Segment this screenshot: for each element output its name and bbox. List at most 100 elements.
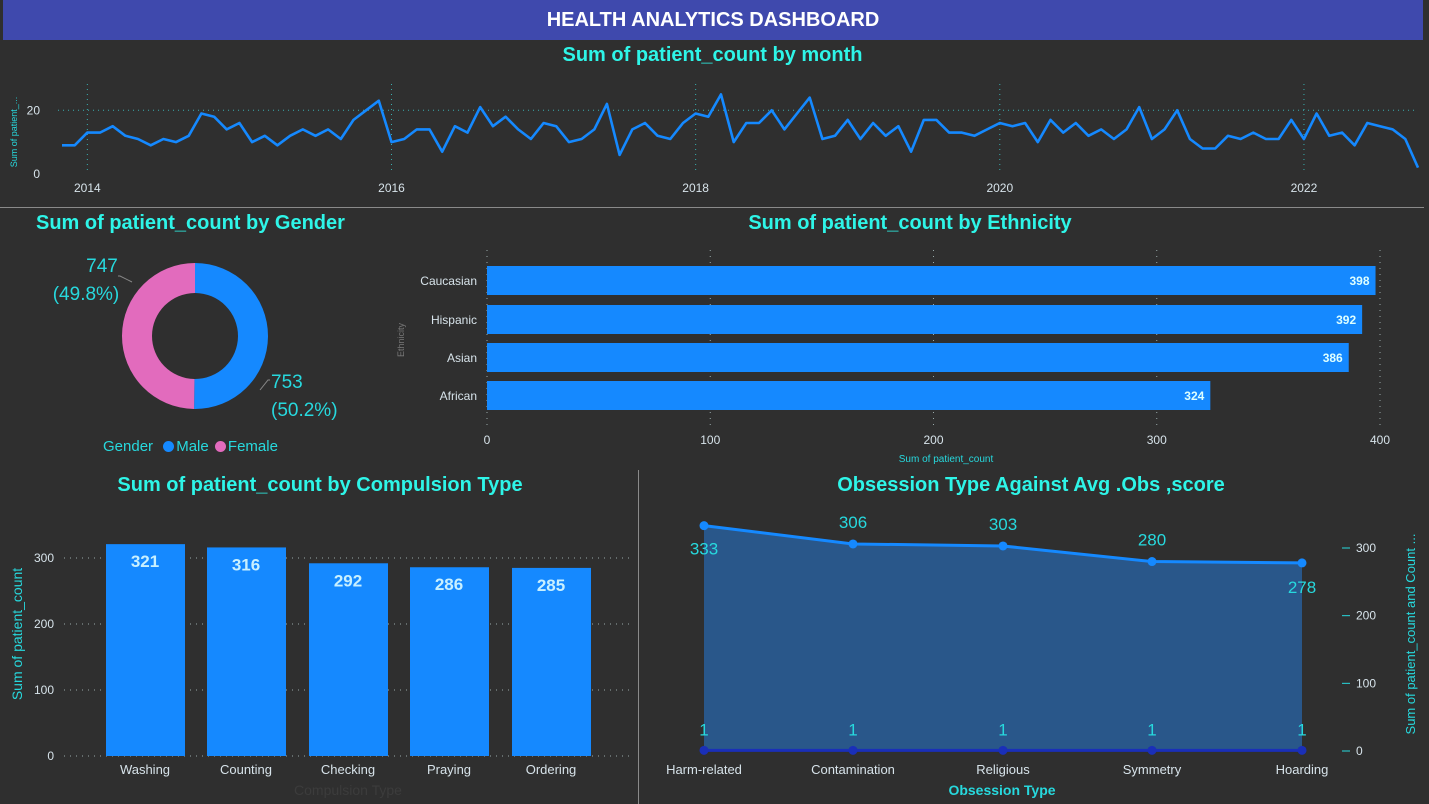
bar-value-label: 324	[1184, 389, 1204, 403]
gender-donut-chart[interactable]: 747 (49.8%) 753 (50.2%)	[40, 240, 380, 440]
male-slice	[194, 263, 268, 409]
ethnicity-bar	[487, 266, 1376, 295]
gender-legend: Gender Male Female	[103, 438, 278, 455]
male-legend-icon	[163, 441, 175, 452]
y-tick-label: 200	[1356, 609, 1376, 623]
primary-value-label: 303	[989, 515, 1017, 534]
x-tick-label: 2014	[74, 181, 101, 195]
y-tick-label: 20	[27, 103, 41, 117]
primary-area-fill	[704, 525, 1302, 751]
secondary-data-point	[1147, 745, 1157, 755]
x-axis-label: Obsession Type	[948, 782, 1055, 798]
category-label: Harm-related	[666, 762, 742, 777]
primary-data-point	[848, 539, 858, 549]
bar-value-label: 321	[131, 552, 159, 571]
primary-data-point	[998, 541, 1008, 551]
primary-data-point	[1297, 558, 1307, 568]
primary-value-label: 306	[839, 513, 867, 532]
secondary-value-label: 1	[998, 720, 1007, 739]
female-percent-label: (49.8%)	[53, 284, 120, 305]
compulsion-bar	[410, 567, 489, 756]
x-tick-label: 2022	[1291, 181, 1318, 195]
bar-value-label: 316	[232, 555, 260, 574]
secondary-data-point	[998, 745, 1008, 755]
category-label: Caucasian	[420, 274, 477, 288]
female-legend-icon	[214, 441, 226, 452]
compulsion-bar	[106, 544, 185, 756]
secondary-data-point	[848, 745, 858, 755]
y-tick-label: 300	[1356, 541, 1376, 555]
ethnicity-chart-title: Sum of patient_count by Ethnicity	[748, 212, 1072, 234]
secondary-value-label: 1	[699, 720, 708, 739]
male-percent-label: (50.2%)	[271, 400, 338, 421]
category-label: Checking	[321, 762, 375, 777]
dashboard-title: HEALTH ANALYTICS DASHBOARD	[3, 0, 1423, 40]
y-tick-label: 200	[34, 617, 54, 631]
x-tick-label: 200	[923, 433, 943, 447]
female-value-label: 747	[86, 256, 118, 277]
x-tick-label: 2020	[986, 181, 1013, 195]
x-tick-label: 2016	[378, 181, 405, 195]
y-axis-label: Sum of patient_count and Count ...	[1403, 534, 1418, 735]
category-label: Contamination	[811, 762, 895, 777]
x-tick-label: 2018	[682, 181, 709, 195]
primary-data-point	[699, 521, 709, 531]
secondary-data-point	[1297, 745, 1307, 755]
x-tick-label: 100	[700, 433, 720, 447]
y-axis-label: Ethnicity	[396, 322, 406, 357]
patient-count-line	[62, 93, 1420, 169]
primary-data-point	[1147, 557, 1157, 567]
primary-value-label: 280	[1138, 531, 1166, 550]
female-legend-label[interactable]: Female	[227, 438, 278, 455]
secondary-value-label: 1	[1297, 720, 1306, 739]
category-label: Praying	[427, 762, 471, 777]
y-axis-label: Sum of patient_...	[9, 97, 19, 168]
secondary-data-point	[699, 745, 709, 755]
compulsion-bar	[309, 563, 388, 756]
bar-value-label: 386	[1323, 351, 1343, 365]
y-tick-label: 100	[1356, 676, 1376, 690]
bar-value-label: 292	[334, 571, 362, 590]
monthly-chart-title: Sum of patient_count by month	[562, 44, 863, 66]
panel-divider	[638, 470, 639, 804]
ethnicity-bar	[487, 305, 1363, 334]
x-tick-label: 300	[1147, 433, 1167, 447]
bar-value-label: 392	[1336, 313, 1356, 327]
primary-value-label: 278	[1288, 578, 1316, 597]
category-label: Hispanic	[431, 313, 477, 327]
category-label: Asian	[447, 351, 477, 365]
male-legend-label[interactable]: Male	[176, 438, 209, 455]
gender-chart-title: Sum of patient_count by Gender	[36, 212, 345, 234]
monthly-line-chart[interactable]: 0 20 2014 2016 2018 2020 2022 Sum of patient_..…	[0, 70, 1425, 206]
category-label: Hoarding	[1276, 762, 1329, 777]
y-tick-label: 0	[1356, 744, 1363, 758]
category-label: African	[440, 389, 477, 403]
bar-value-label: 398	[1350, 274, 1370, 288]
gender-legend-title: Gender	[103, 438, 154, 455]
category-label: Religious	[976, 762, 1030, 777]
y-tick-label: 300	[34, 551, 54, 565]
compulsion-bar	[512, 567, 591, 756]
y-tick-label: 0	[47, 749, 54, 763]
bar-value-label: 285	[537, 576, 565, 595]
y-tick-label: 100	[34, 683, 54, 697]
category-label: Washing	[120, 762, 170, 777]
y-axis-label: Sum of patient_count	[9, 568, 25, 700]
male-value-label: 753	[271, 372, 303, 393]
compulsion-bar	[207, 547, 286, 756]
x-tick-label: 400	[1370, 433, 1390, 447]
ethnicity-bar-chart[interactable]: 0 100 200 300 400 398 Caucasian 392 Hispanic 386 A…	[390, 240, 1420, 468]
female-slice	[121, 263, 195, 409]
y-tick-label: 0	[33, 167, 40, 181]
category-label: Symmetry	[1123, 762, 1182, 777]
category-label: Ordering	[526, 762, 577, 777]
obsession-area-chart[interactable]: 0 100 200 300 333 1 Harm-related 306 1 Contaminat…	[640, 500, 1429, 804]
obsession-chart-title: Obsession Type Against Avg .Obs ,score	[837, 474, 1225, 496]
compulsion-bar-chart[interactable]: 0 100 200 300 321 Washing 316 Counting 292 Checki…	[0, 500, 636, 804]
male-leader-line	[259, 379, 270, 391]
primary-value-label: 333	[690, 540, 718, 559]
ethnicity-bar	[487, 381, 1211, 410]
x-axis-label: Sum of patient_count	[899, 454, 994, 465]
compulsion-chart-title: Sum of patient_count by Compulsion Type	[117, 474, 523, 496]
x-tick-label: 0	[484, 433, 491, 447]
